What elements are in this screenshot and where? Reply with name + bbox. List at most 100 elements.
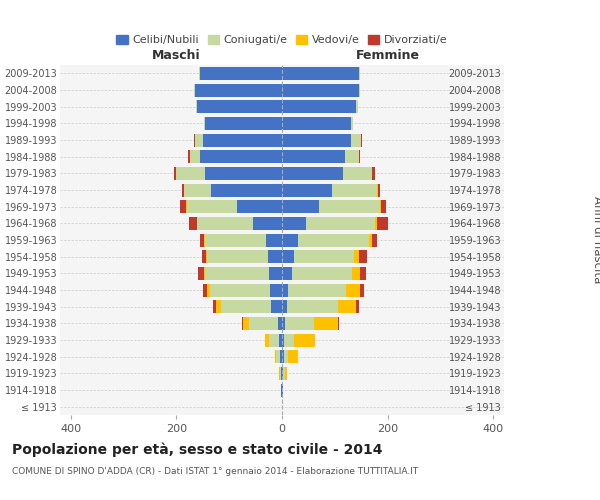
Bar xyxy=(282,284,289,296)
Bar xyxy=(197,217,253,230)
Bar xyxy=(284,334,294,346)
Bar xyxy=(359,150,360,163)
Bar xyxy=(200,234,204,246)
Bar xyxy=(282,100,356,113)
Bar xyxy=(266,234,282,246)
Bar xyxy=(282,200,319,213)
Bar xyxy=(207,284,209,296)
Bar xyxy=(269,267,282,280)
Bar xyxy=(280,367,281,380)
Bar xyxy=(209,284,271,296)
Bar xyxy=(205,117,282,130)
Bar xyxy=(268,250,282,263)
Bar xyxy=(271,284,282,296)
Bar xyxy=(282,300,287,313)
Bar xyxy=(265,334,269,346)
Text: COMUNE DI SPINO D'ADDA (CR) - Dati ISTAT 1° gennaio 2014 - Elaborazione TUTTITAL: COMUNE DI SPINO D'ADDA (CR) - Dati ISTAT… xyxy=(12,468,418,476)
Bar xyxy=(284,317,314,330)
Bar xyxy=(237,200,282,213)
Bar xyxy=(306,217,374,230)
Bar xyxy=(205,234,266,246)
Bar xyxy=(360,284,364,296)
Bar xyxy=(288,350,298,363)
Bar xyxy=(289,284,346,296)
Bar xyxy=(352,267,360,280)
Bar xyxy=(294,334,316,346)
Bar xyxy=(372,167,374,180)
Bar xyxy=(319,200,380,213)
Bar xyxy=(173,167,176,180)
Text: Femmine: Femmine xyxy=(356,48,420,62)
Bar xyxy=(205,167,282,180)
Bar xyxy=(190,150,200,163)
Bar xyxy=(356,300,359,313)
Bar xyxy=(275,350,276,363)
Bar xyxy=(369,234,372,246)
Bar xyxy=(199,67,200,80)
Bar xyxy=(282,67,359,80)
Bar xyxy=(204,117,205,130)
Text: Maschi: Maschi xyxy=(152,48,200,62)
Bar xyxy=(189,217,197,230)
Bar xyxy=(200,150,282,163)
Bar xyxy=(282,267,292,280)
Bar xyxy=(280,334,282,346)
Bar xyxy=(282,134,351,146)
Bar xyxy=(276,350,280,363)
Bar xyxy=(374,217,377,230)
Bar xyxy=(332,184,377,196)
Bar xyxy=(293,250,355,263)
Bar xyxy=(298,234,369,246)
Bar xyxy=(248,317,278,330)
Bar xyxy=(337,317,338,330)
Bar xyxy=(221,300,271,313)
Bar xyxy=(282,317,284,330)
Legend: Celibi/Nubili, Coniugati/e, Vedovi/e, Divorziati/e: Celibi/Nubili, Coniugati/e, Vedovi/e, Di… xyxy=(112,30,452,50)
Bar xyxy=(206,250,207,263)
Bar xyxy=(197,100,282,113)
Bar xyxy=(314,317,337,330)
Bar xyxy=(242,317,244,330)
Bar xyxy=(278,317,282,330)
Bar xyxy=(282,117,351,130)
Bar xyxy=(282,367,283,380)
Bar xyxy=(372,234,377,246)
Bar xyxy=(195,134,203,146)
Bar xyxy=(282,334,284,346)
Bar xyxy=(200,67,282,80)
Text: Popolazione per età, sesso e stato civile - 2014: Popolazione per età, sesso e stato civil… xyxy=(12,442,383,457)
Bar xyxy=(269,334,280,346)
Bar xyxy=(282,234,298,246)
Bar xyxy=(355,250,359,263)
Bar xyxy=(377,217,388,230)
Bar xyxy=(202,250,206,263)
Bar xyxy=(282,150,346,163)
Bar xyxy=(380,200,381,213)
Bar xyxy=(282,84,359,96)
Bar xyxy=(204,267,205,280)
Bar xyxy=(188,150,190,163)
Bar xyxy=(279,367,280,380)
Bar xyxy=(381,200,386,213)
Bar xyxy=(195,84,282,96)
Bar xyxy=(187,200,237,213)
Bar xyxy=(283,367,284,380)
Bar xyxy=(205,267,269,280)
Bar xyxy=(282,167,343,180)
Bar xyxy=(244,317,249,330)
Bar xyxy=(271,300,282,313)
Bar xyxy=(284,367,287,380)
Bar xyxy=(204,234,205,246)
Bar xyxy=(282,217,306,230)
Bar xyxy=(356,100,358,113)
Bar xyxy=(351,117,353,130)
Bar xyxy=(203,134,282,146)
Bar xyxy=(213,300,216,313)
Bar xyxy=(180,200,187,213)
Bar xyxy=(196,100,197,113)
Bar xyxy=(216,300,221,313)
Bar xyxy=(253,217,282,230)
Bar xyxy=(351,134,361,146)
Bar xyxy=(337,300,356,313)
Bar xyxy=(292,267,352,280)
